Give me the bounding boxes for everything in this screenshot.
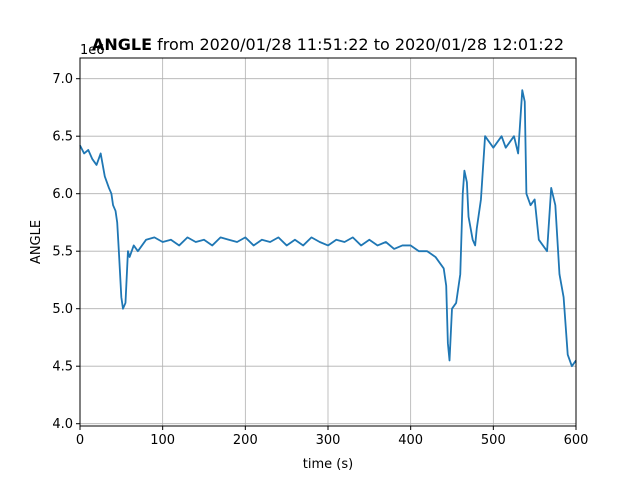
y-offset-label: 1e6 bbox=[80, 43, 105, 58]
series-line bbox=[79, 89, 577, 368]
chart-title-bold: ANGLE bbox=[92, 35, 152, 54]
chart-title: ANGLE from 2020/01/28 11:51:22 to 2020/0… bbox=[92, 35, 564, 54]
y-tick-label: 6.5 bbox=[52, 130, 73, 145]
x-tick-label: 100 bbox=[150, 433, 175, 448]
x-tick-label: 600 bbox=[564, 433, 589, 448]
y-tick-label: 4.5 bbox=[52, 360, 73, 375]
x-tick-label: 200 bbox=[233, 433, 258, 448]
x-tick-label: 0 bbox=[76, 433, 84, 448]
x-axis: 0 100 200 300 400 500 600 bbox=[76, 426, 589, 448]
y-tick-label: 6.0 bbox=[52, 187, 73, 202]
x-axis-label: time (s) bbox=[303, 457, 353, 472]
series-layer bbox=[79, 89, 577, 368]
y-tick-label: 4.0 bbox=[52, 417, 73, 432]
y-axis: 4.0 4.5 5.0 5.5 6.0 6.5 7.0 bbox=[52, 72, 80, 432]
y-axis-label: ANGLE bbox=[29, 220, 44, 264]
y-tick-label: 7.0 bbox=[52, 72, 73, 87]
y-tick-label: 5.0 bbox=[52, 302, 73, 317]
x-tick-label: 300 bbox=[316, 433, 341, 448]
chart-title-rest: from 2020/01/28 11:51:22 to 2020/01/28 1… bbox=[152, 35, 564, 54]
grid-lines bbox=[79, 58, 577, 426]
x-tick-label: 500 bbox=[481, 433, 506, 448]
x-tick-label: 400 bbox=[398, 433, 423, 448]
y-tick-label: 5.5 bbox=[52, 245, 73, 260]
